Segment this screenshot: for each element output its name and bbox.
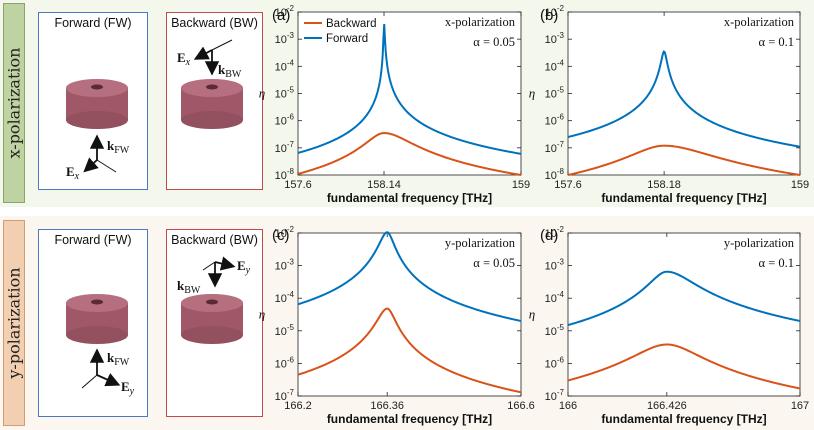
x-tick-label: 166.36 [370,400,404,412]
y-tick-label: 10-6 [275,113,295,128]
diagram-title: Forward (FW) [54,233,132,247]
polarization-annotation: y-polarization [445,236,516,250]
y-tick-label: 10-2 [275,4,295,19]
series-line-backward [297,307,522,394]
y-tick-label: 10-4 [545,290,565,305]
resonator-cylinder [66,79,128,129]
x-tick-label: 157.6 [284,179,312,191]
diagram-title: Backward (BW) [171,16,258,30]
axes-backward-x [193,39,233,76]
chart-panel-c: 10-7 10-6 10-5 10-4 10-3 10-2 166.2 166.36 166.6… [259,225,535,426]
y-tick-label: 10-4 [275,290,295,305]
plot-area [297,232,522,397]
panel-label: (d) [540,227,558,244]
series-line-forward [297,231,522,322]
y-tick-label: 10-2 [545,4,565,19]
y-tick-label: 10-8 [275,167,295,182]
x-tick-label: 166 [559,400,577,412]
x-tick-label: 167 [791,400,809,412]
x-polarization-row-label: x-polarization [3,3,25,203]
polarization-annotation: x-polarization [445,15,516,29]
diagram-title: Forward (FW) [54,16,132,30]
y-tick-label: 10-6 [545,113,565,128]
x-tick-label: 159 [791,179,809,191]
y-tick-label: 10-5 [275,86,295,101]
svg-text:Ey: Ey [121,379,135,397]
y-tick-label: 10-6 [275,355,295,370]
svg-text:kFW: kFW [107,138,130,156]
axes-backward-y [202,256,236,288]
series-line-backward [297,132,522,176]
plot-area [297,11,522,176]
svg-text:Ex: Ex [177,50,191,68]
legend-label-forward: Forward [326,33,368,45]
resonator-cylinder [181,79,243,129]
series-line-forward [297,24,522,155]
x-tick-label: 158.18 [647,179,681,191]
x-axis-label: fundamental frequency [THz] [327,191,492,205]
legend-label-backward: Backward [326,18,377,30]
series-line-forward [567,270,801,327]
y-axis-label: η [529,307,535,322]
resonator-cylinder [181,294,243,344]
series-line-backward [567,343,801,390]
alpha-annotation: α = 0.1 [759,35,794,49]
y-tick-label: 10-5 [545,323,565,338]
y-axis-label: η [259,86,265,101]
y-tick-label: 10-3 [545,258,565,273]
alpha-annotation: α = 0.05 [473,256,515,270]
y-tick-label: 10-4 [545,58,565,73]
y-polarization-row-label: y-polarization [3,220,25,426]
y-tick-label: 10-7 [275,388,295,403]
polarization-annotation: y-polarization [724,236,795,250]
svg-text:Ey: Ey [237,258,251,276]
x-axis-label: fundamental frequency [THz] [601,191,766,205]
alpha-annotation: α = 0.05 [473,35,515,49]
svg-text:kFW: kFW [107,350,130,368]
x-tick-label: 158.14 [367,179,401,191]
svg-text:Ex: Ex [66,164,80,182]
y-tick-label: 10-2 [275,225,295,240]
series-line-forward [567,50,801,148]
polarization-annotation: x-polarization [724,15,795,29]
axes-forward-y [81,348,121,389]
x-tick-label: 157.6 [554,179,582,191]
svg-text:kBW: kBW [218,62,242,80]
x-axis-label: fundamental frequency [THz] [601,412,766,426]
y-tick-label: 10-7 [545,140,565,155]
panel-label: (a) [272,7,290,24]
y-tick-label: 10-5 [275,323,295,338]
y-axis-label: η [259,307,265,322]
y-tick-label: 10-3 [275,258,295,273]
y-tick-label: 10-5 [545,86,565,101]
x-tick-label: 159 [512,179,530,191]
y-tick-label: 10-3 [275,31,295,46]
y-tick-label: 10-3 [545,31,565,46]
y-axis-label: η [529,86,535,101]
chart-panel-d: 10-7 10-6 10-5 10-4 10-3 10-2 166 166.426 167 fun… [529,225,809,426]
chart-panel-b: 10-8 10-7 10-6 10-5 10-4 10-3 10-2 157.6 158.18 1… [529,4,809,205]
y-tick-label: 10-2 [545,225,565,240]
x-tick-label: 166.2 [284,400,312,412]
x-tick-label: 166.426 [647,400,687,412]
series-line-backward [567,144,801,176]
y-tick-label: 10-6 [545,355,565,370]
y-tick-label: 10-8 [545,167,565,182]
y-tick-label: 10-7 [275,140,295,155]
x-axis-label: fundamental frequency [THz] [327,412,492,426]
x-tick-label: 166.6 [507,400,535,412]
alpha-annotation: α = 0.1 [759,256,794,270]
diagram-title: Backward (BW) [171,233,258,247]
svg-text:kBW: kBW [177,278,201,296]
y-tick-label: 10-4 [275,58,295,73]
resonator-cylinder [66,294,128,344]
chart-panel-a: 10-8 10-7 10-6 10-5 10-4 10-3 10-2 157.6 158.14 1… [259,4,530,205]
panel-label: (c) [272,227,290,244]
y-tick-label: 10-7 [545,388,565,403]
panel-label: (b) [540,7,558,24]
axes-forward-x [83,134,117,173]
